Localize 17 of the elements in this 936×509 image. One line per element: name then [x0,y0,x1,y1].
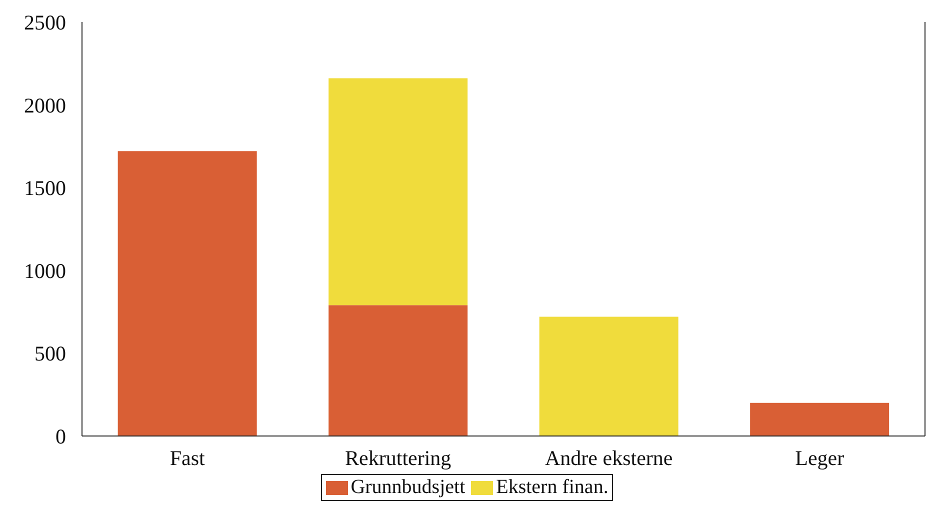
bar [539,316,678,436]
legend-label: Grunnbudsjett [350,476,466,499]
y-tick-label: 0 [56,424,66,448]
y-tick-label: 500 [34,342,66,366]
x-tick-label: Rekruttering [345,446,452,470]
bar [118,151,257,436]
y-tick-label: 2500 [24,10,66,34]
bar [750,402,890,436]
y-tick-label: 1500 [24,176,66,200]
x-tick-label: Fast [170,446,206,470]
bar [328,78,468,306]
x-tick-label: Leger [795,446,844,470]
y-tick-label: 1000 [24,258,66,283]
bar [328,305,468,436]
x-tick-label: Andre eksterne [545,446,673,470]
y-tick-label: 2000 [24,93,66,118]
legend-label: Ekstern finan. [496,476,608,499]
